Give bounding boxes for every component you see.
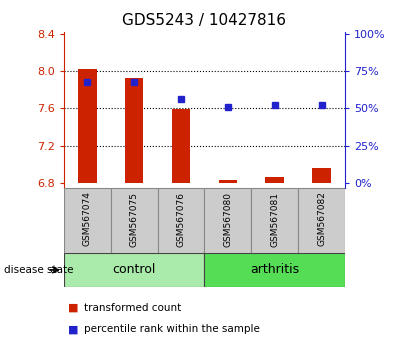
Bar [252,188,298,253]
Bar [312,168,331,183]
Bar [64,253,204,287]
Text: GSM567081: GSM567081 [270,192,279,246]
Text: GSM567082: GSM567082 [317,192,326,246]
Bar [266,177,284,183]
Text: GSM567076: GSM567076 [176,192,185,246]
Text: control: control [112,263,156,276]
Text: transformed count: transformed count [84,303,182,313]
Bar [205,188,252,253]
Title: GDS5243 / 10427816: GDS5243 / 10427816 [122,13,286,28]
Bar [78,69,97,183]
Text: ■: ■ [68,324,79,334]
Bar [172,109,190,183]
Text: disease state: disease state [4,265,74,275]
Bar [157,188,205,253]
Bar [111,188,157,253]
Text: percentile rank within the sample: percentile rank within the sample [84,324,260,334]
Text: GSM567075: GSM567075 [129,192,139,246]
Bar [205,253,345,287]
Bar [125,78,143,183]
Bar [298,188,345,253]
Text: GSM567080: GSM567080 [224,192,233,246]
Text: arthritis: arthritis [250,263,300,276]
Bar [219,180,237,183]
Bar [64,188,111,253]
Text: ■: ■ [68,303,79,313]
Text: GSM567074: GSM567074 [83,192,92,246]
